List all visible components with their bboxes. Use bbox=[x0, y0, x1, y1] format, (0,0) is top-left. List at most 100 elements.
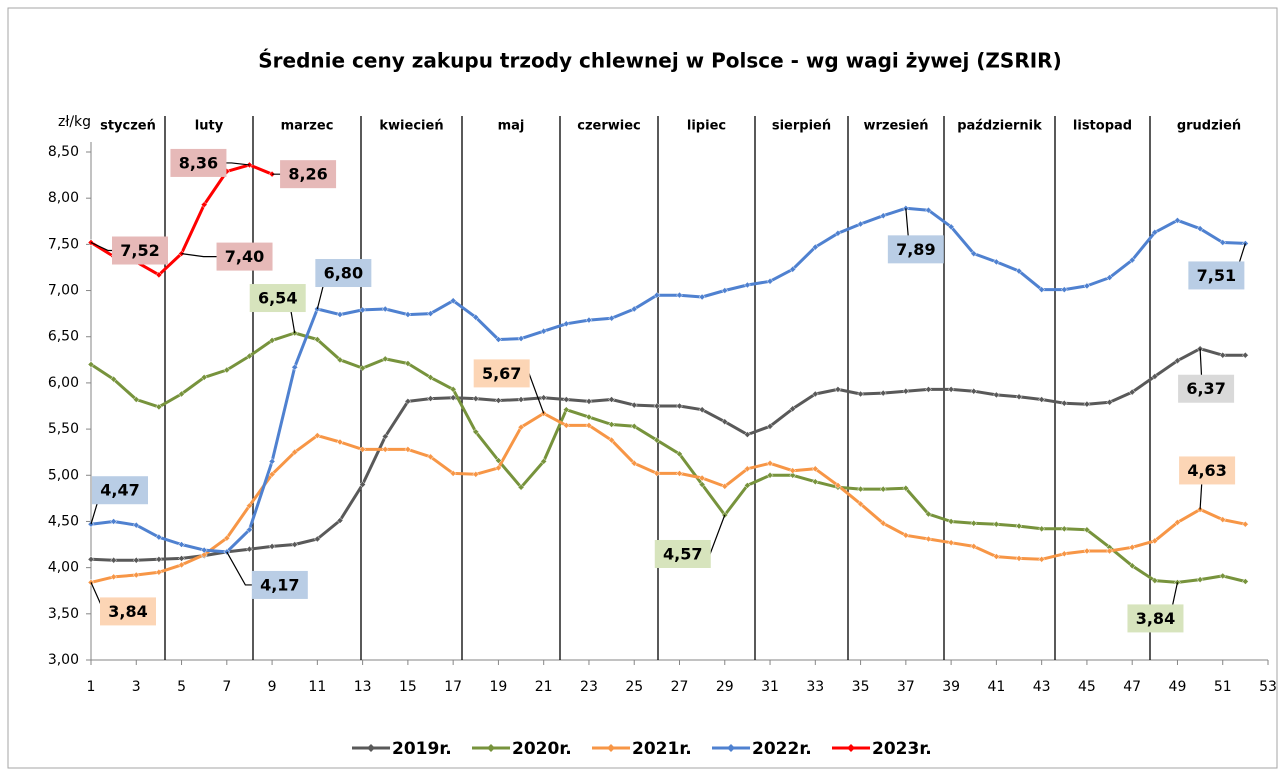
point-marker bbox=[857, 500, 864, 508]
point-marker bbox=[449, 470, 457, 477]
point-marker bbox=[1196, 225, 1204, 233]
point-marker bbox=[608, 396, 615, 403]
label-box bbox=[654, 539, 711, 568]
point-marker bbox=[585, 398, 593, 405]
data-label: 6,37 bbox=[1186, 379, 1225, 398]
point-marker bbox=[291, 329, 299, 337]
month-label: luty bbox=[195, 119, 224, 134]
point-marker bbox=[132, 396, 140, 403]
point-marker bbox=[495, 457, 502, 464]
x-tick-label: 5 bbox=[177, 679, 186, 695]
point-marker bbox=[336, 311, 344, 318]
x-tick-label: 27 bbox=[671, 679, 689, 695]
point-marker bbox=[970, 250, 978, 257]
point-marker bbox=[1128, 543, 1136, 551]
point-marker bbox=[653, 470, 661, 477]
point-marker bbox=[381, 446, 389, 453]
point-marker bbox=[87, 239, 95, 246]
label-box bbox=[251, 570, 308, 599]
point-marker bbox=[744, 281, 751, 289]
point-marker bbox=[1151, 577, 1159, 584]
point-marker bbox=[336, 517, 344, 524]
y-tick-label: 4,00 bbox=[48, 560, 79, 576]
point-marker bbox=[857, 220, 864, 228]
point-marker bbox=[562, 422, 570, 429]
point-marker bbox=[902, 531, 910, 539]
point-marker bbox=[110, 518, 117, 525]
label-box bbox=[315, 259, 372, 288]
point-marker bbox=[246, 526, 253, 534]
point-marker bbox=[472, 395, 480, 402]
point-marker bbox=[766, 422, 774, 430]
point-marker bbox=[947, 539, 955, 547]
point-marker bbox=[200, 546, 208, 554]
legend-marker bbox=[487, 744, 495, 752]
point-marker bbox=[1015, 393, 1023, 401]
point-marker bbox=[110, 573, 117, 581]
point-marker bbox=[1038, 525, 1046, 533]
point-marker bbox=[744, 431, 751, 438]
x-tick-label: 49 bbox=[1169, 679, 1187, 695]
x-tick-label: 23 bbox=[580, 679, 598, 695]
legend-marker bbox=[367, 744, 375, 752]
point-marker bbox=[404, 398, 412, 405]
point-marker bbox=[427, 453, 434, 461]
x-tick-label: 33 bbox=[806, 679, 824, 695]
point-marker bbox=[200, 551, 208, 559]
point-marker bbox=[744, 482, 751, 489]
point-marker bbox=[879, 212, 887, 220]
x-tick-label: 25 bbox=[625, 679, 643, 695]
month-label: styczeń bbox=[100, 119, 156, 134]
point-marker bbox=[1242, 520, 1249, 528]
point-marker bbox=[879, 389, 887, 397]
point-marker bbox=[155, 271, 163, 279]
legend-label: 2023r. bbox=[872, 739, 932, 759]
point-marker bbox=[993, 258, 1000, 266]
point-marker bbox=[359, 446, 366, 453]
label-box bbox=[1188, 261, 1245, 290]
point-marker bbox=[698, 293, 706, 301]
label-box bbox=[280, 160, 337, 189]
point-marker bbox=[359, 306, 366, 314]
point-marker bbox=[676, 291, 683, 299]
point-marker bbox=[381, 433, 389, 440]
point-marker bbox=[1060, 550, 1068, 558]
point-marker bbox=[902, 484, 910, 492]
point-marker bbox=[1106, 274, 1113, 281]
point-marker bbox=[789, 471, 797, 479]
x-tick-label: 15 bbox=[399, 679, 417, 695]
point-marker bbox=[495, 397, 502, 404]
month-label: październik bbox=[957, 119, 1042, 134]
data-label: 7,89 bbox=[896, 240, 935, 259]
point-marker bbox=[246, 502, 253, 510]
point-marker bbox=[993, 520, 1000, 528]
point-marker bbox=[1060, 525, 1068, 533]
label-box bbox=[100, 597, 156, 626]
legend-marker bbox=[607, 744, 615, 752]
point-marker bbox=[1196, 576, 1204, 583]
point-marker bbox=[698, 406, 706, 414]
point-marker bbox=[608, 314, 615, 322]
point-marker bbox=[857, 485, 864, 493]
point-marker bbox=[993, 391, 1000, 399]
point-marker bbox=[970, 543, 978, 550]
point-marker bbox=[155, 403, 163, 411]
point-marker bbox=[1219, 351, 1227, 359]
point-marker bbox=[789, 265, 797, 273]
data-label: 7,52 bbox=[120, 241, 159, 260]
point-marker bbox=[857, 390, 864, 398]
point-marker bbox=[562, 320, 570, 328]
point-marker bbox=[223, 366, 231, 374]
point-marker bbox=[132, 571, 140, 579]
x-tick-label: 37 bbox=[897, 679, 915, 695]
month-label: lipiec bbox=[687, 119, 726, 134]
point-marker bbox=[427, 310, 434, 317]
point-marker bbox=[1083, 282, 1091, 290]
point-marker bbox=[1151, 537, 1159, 545]
legend-label: 2020r. bbox=[512, 739, 572, 759]
series-line bbox=[90, 331, 1246, 584]
data-label: 4,57 bbox=[663, 544, 702, 563]
month-label: kwiecień bbox=[379, 119, 443, 134]
point-marker bbox=[766, 471, 774, 479]
